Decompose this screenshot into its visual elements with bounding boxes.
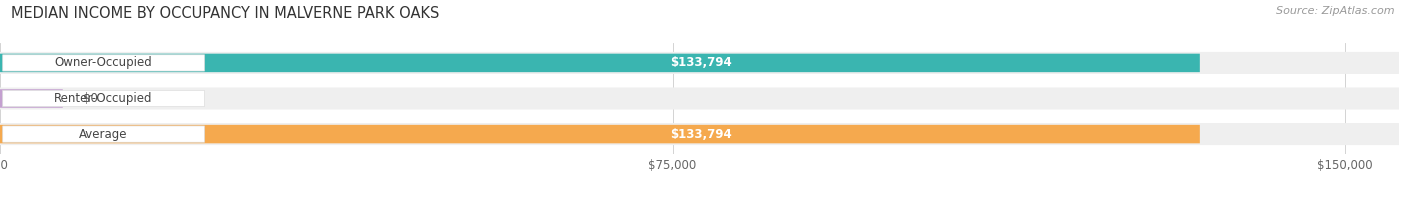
FancyBboxPatch shape <box>3 126 204 142</box>
FancyBboxPatch shape <box>0 89 63 108</box>
Text: Renter-Occupied: Renter-Occupied <box>55 92 153 105</box>
Text: $133,794: $133,794 <box>669 56 731 69</box>
FancyBboxPatch shape <box>0 125 1199 143</box>
FancyBboxPatch shape <box>0 123 1399 145</box>
Text: MEDIAN INCOME BY OCCUPANCY IN MALVERNE PARK OAKS: MEDIAN INCOME BY OCCUPANCY IN MALVERNE P… <box>11 6 440 21</box>
Text: Average: Average <box>79 128 128 141</box>
FancyBboxPatch shape <box>3 90 204 107</box>
Text: $133,794: $133,794 <box>669 128 731 141</box>
Text: Owner-Occupied: Owner-Occupied <box>55 56 152 69</box>
FancyBboxPatch shape <box>0 87 1399 110</box>
Text: Source: ZipAtlas.com: Source: ZipAtlas.com <box>1277 6 1395 16</box>
FancyBboxPatch shape <box>0 52 1399 74</box>
FancyBboxPatch shape <box>3 55 204 71</box>
FancyBboxPatch shape <box>0 54 1199 72</box>
Text: $0: $0 <box>83 92 98 105</box>
